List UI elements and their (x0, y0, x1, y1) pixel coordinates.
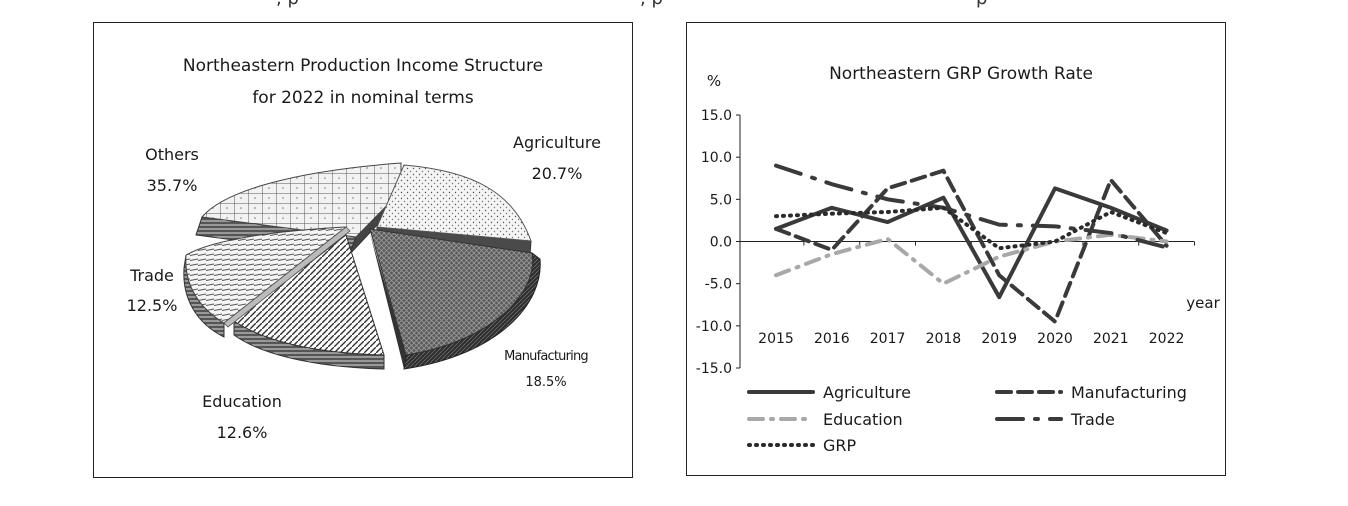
series-line-grp (774, 205, 1169, 251)
pie-label-agriculture-value: 20.7% (532, 164, 583, 183)
x-tick-label: 2017 (870, 331, 906, 347)
pie-slice-trade (183, 226, 351, 338)
y-tick-label: 0.0 (710, 235, 732, 251)
x-tick-label: 2022 (1149, 331, 1185, 347)
legend-label-manufacturing: Manufacturing (1071, 383, 1187, 402)
y-axis-label: % (707, 72, 721, 90)
cropped-text-right: p (976, 0, 987, 9)
pie-label-manufacturing-name: Manufacturing (504, 349, 588, 364)
y-tick-label: 5.0 (710, 192, 732, 208)
pie-label-manufacturing-value: 18.5% (525, 375, 566, 390)
x-tick-label: 2019 (981, 331, 1017, 347)
x-tick-label: 2015 (758, 331, 794, 347)
legend-label-grp: GRP (823, 436, 857, 455)
x-tick-label: 2016 (814, 331, 850, 347)
pie-label-agriculture-name: Agriculture (513, 133, 601, 152)
series-line-manufacturing (774, 168, 1169, 324)
pie-slice-manufacturing (369, 228, 541, 370)
pie-chart-panel: Northeastern Production Income Structure… (93, 22, 633, 478)
pie-subtitle: for 2022 in nominal terms (252, 88, 474, 108)
line-chart-panel: Northeastern GRP Growth Rate % year 15.0… (686, 22, 1226, 476)
y-tick-label: -15.0 (696, 361, 732, 377)
series-lines (774, 163, 1169, 324)
legend: Agriculture Manufacturing Education Trade GR… (747, 383, 1187, 455)
pie-label-education-name: Education (202, 392, 282, 411)
cropped-text-mid: , p (640, 0, 663, 9)
line-chart-title: Northeastern GRP Growth Rate (829, 64, 1093, 84)
pie-slice-education (233, 234, 385, 370)
x-axis-label: year (1186, 294, 1220, 312)
legend-label-agriculture: Agriculture (823, 383, 911, 402)
x-tick-label: 2020 (1037, 331, 1073, 347)
pie-label-others-name: Others (145, 145, 199, 164)
series-line-trade (774, 163, 1169, 250)
cropped-text-left: , p (276, 0, 299, 9)
pie-label-trade-value: 12.5% (127, 296, 178, 315)
series-line-education (774, 232, 1169, 286)
axes: 15.0 10.0 5.0 0.0 -5.0 -10.0 -15.0 2015 2016 2017… (696, 108, 1195, 377)
cropped-text-strip: , p , p p (0, 0, 1348, 10)
line-chart: Northeastern GRP Growth Rate % year 15.0… (696, 64, 1221, 455)
pie-label-education-value: 12.6% (217, 423, 268, 442)
y-tick-label: -10.0 (696, 319, 732, 335)
x-tick-label: 2018 (926, 331, 962, 347)
legend-label-trade: Trade (1070, 410, 1115, 429)
x-tick-label: 2021 (1093, 331, 1129, 347)
pie-label-trade-name: Trade (129, 266, 174, 285)
pie-label-others-value: 35.7% (147, 176, 198, 195)
pie-chart: Northeastern Production Income Structure… (127, 56, 601, 442)
pie-title: Northeastern Production Income Structure (183, 56, 543, 76)
legend-label-education: Education (823, 410, 903, 429)
y-tick-label: -5.0 (705, 277, 732, 293)
y-tick-label: 15.0 (701, 108, 732, 124)
y-tick-label: 10.0 (701, 150, 732, 166)
